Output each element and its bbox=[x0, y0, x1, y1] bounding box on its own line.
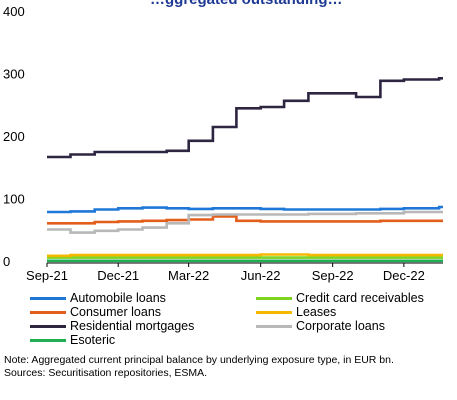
x-tick-label: Jun-22 bbox=[241, 268, 281, 283]
x-tick-label: Sep-22 bbox=[312, 268, 354, 283]
legend-item: Leases bbox=[256, 305, 336, 319]
legend: Automobile loans Credit card receivables C… bbox=[0, 291, 457, 351]
note-text: Note: Aggregated current principal balan… bbox=[4, 354, 394, 366]
legend-item: Corporate loans bbox=[256, 319, 385, 333]
legend-swatch bbox=[30, 296, 66, 300]
legend-label: Credit card receivables bbox=[296, 291, 424, 305]
legend-swatch bbox=[30, 310, 66, 314]
y-tick-label: 300 bbox=[3, 67, 25, 82]
legend-label: Esoteric bbox=[70, 333, 116, 347]
x-tick-label: Dec-21 bbox=[97, 268, 139, 283]
legend-label: Automobile loans bbox=[70, 291, 166, 305]
series-line-automobile-loans bbox=[47, 205, 443, 214]
y-tick-label: 400 bbox=[3, 4, 25, 19]
chart-title-fragment: …ggregated outstanding… bbox=[150, 0, 343, 8]
series-line-consumer-loans bbox=[47, 215, 443, 225]
legend-item: Esoteric bbox=[30, 333, 115, 347]
legend-swatch bbox=[256, 324, 292, 328]
series-line-leases bbox=[47, 253, 443, 258]
sources-text: Sources: Securitisation repositories, ES… bbox=[4, 366, 208, 379]
series-layer bbox=[47, 77, 443, 263]
x-tick-label: Sep-21 bbox=[26, 268, 68, 283]
legend-item: Automobile loans bbox=[30, 291, 166, 305]
y-tick-label: 100 bbox=[3, 192, 25, 207]
legend-swatch bbox=[30, 324, 66, 328]
legend-swatch bbox=[30, 338, 66, 342]
legend-item: Credit card receivables bbox=[256, 291, 424, 305]
legend-label: Corporate loans bbox=[296, 319, 385, 333]
chart-axes: 0 100 200 300 400 Sep-21 Dec-21 Mar-22 Jun-22 Sep… bbox=[3, 4, 443, 283]
legend-label: Residential mortgages bbox=[70, 319, 195, 333]
line-chart: 0 100 200 300 400 Sep-21 Dec-21 Mar-22 Jun-22 Sep… bbox=[3, 4, 443, 283]
legend-swatch bbox=[256, 296, 292, 300]
y-tick-label: 0 bbox=[3, 254, 10, 269]
legend-item: Residential mortgages bbox=[30, 319, 194, 333]
legend-label: Leases bbox=[296, 305, 337, 319]
series-line-residential-mortgages bbox=[47, 77, 443, 159]
legend-swatch bbox=[256, 310, 292, 314]
legend-item: Consumer loans bbox=[30, 305, 161, 319]
chart-notes: Note: Aggregated current principal balan… bbox=[4, 354, 454, 379]
y-tick-label: 200 bbox=[3, 129, 25, 144]
x-tick-label: Mar-22 bbox=[168, 268, 209, 283]
x-tick-label: Dec-22 bbox=[383, 268, 425, 283]
legend-label: Consumer loans bbox=[70, 305, 162, 319]
series-line-corporate-loans bbox=[47, 210, 443, 234]
